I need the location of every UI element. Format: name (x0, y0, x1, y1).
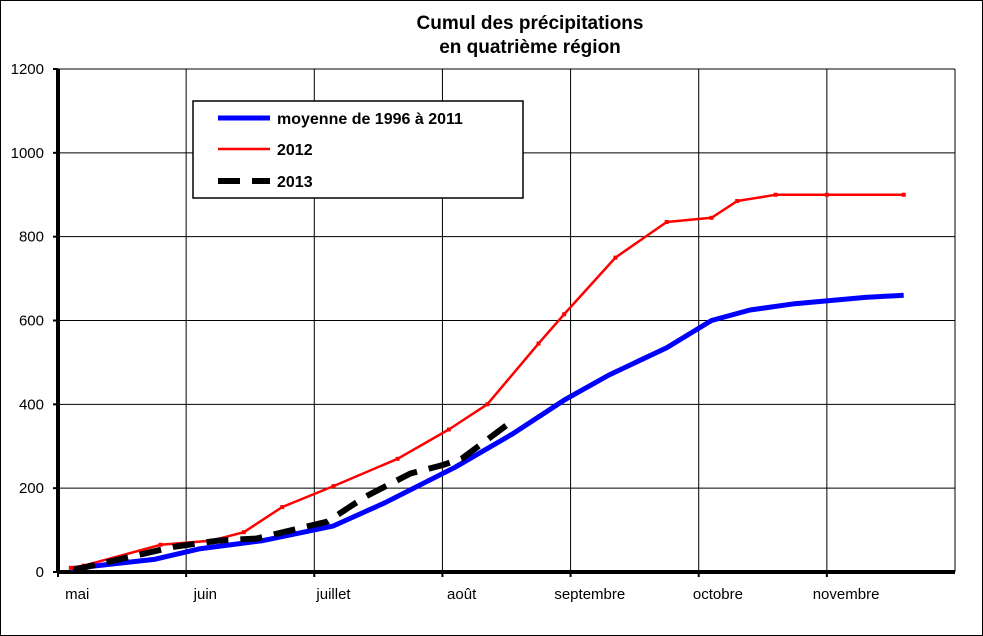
series-1-point-0 (68, 565, 73, 570)
series-1-point-4 (241, 530, 246, 535)
tick-label-y-0: 0 (36, 564, 44, 581)
series-1-point-9 (485, 402, 490, 407)
series-line-0 (70, 292, 904, 572)
tick-label-y-200: 200 (19, 480, 44, 497)
tick-label-y-600: 600 (19, 313, 44, 330)
legend: moyenne de 1996 à 2011 2012 2013 (192, 100, 524, 199)
series-1-point-10 (536, 341, 541, 346)
tick-label-x-novembre: novembre (813, 586, 880, 603)
tick-label-x-octobre: octobre (693, 586, 743, 603)
legend-label-2012: 2012 (277, 142, 313, 159)
series-1-point-2 (158, 542, 163, 547)
tick-label-x-août: août (447, 586, 477, 603)
series-line-1 (70, 193, 904, 570)
tick-label-x-juillet: juillet (315, 586, 351, 603)
tick-label-x-juin: juin (193, 586, 217, 603)
chart-title-line-1: Cumul des précipitations (417, 13, 644, 34)
series-1-point-14 (709, 215, 714, 220)
tick-label-y-1000: 1000 (11, 145, 44, 162)
series-1-point-16 (773, 192, 778, 197)
series-1-point-12 (613, 255, 618, 260)
series-1-point-13 (664, 219, 669, 224)
tick-label-x-mai: mai (65, 586, 89, 603)
series-1-point-6 (331, 484, 336, 489)
legend-label-2013: 2013 (277, 174, 313, 191)
series-line-2 (72, 422, 509, 573)
tick-label-y-1200: 1200 (11, 61, 44, 78)
tick-label-x-septembre: septembre (554, 586, 625, 603)
tick-label-y-400: 400 (19, 396, 44, 413)
series-1-point-5 (280, 505, 285, 510)
series-1-point-8 (446, 427, 451, 432)
legend-label-moyenne: moyenne de 1996 à 2011 (277, 111, 463, 128)
tick-labels: 0 200 400 600 800 1000 1200 mai juin juillet août s… (11, 61, 880, 603)
series-lines (68, 192, 906, 573)
axes (53, 68, 955, 577)
series-1-point-11 (562, 312, 567, 317)
series-1-point-7 (395, 456, 400, 461)
series-1-point-15 (735, 199, 740, 204)
series-1-point-18 (901, 192, 906, 197)
series-1-point-17 (824, 192, 829, 197)
chart-title-line-2: en quatrième région (439, 37, 621, 58)
tick-label-y-800: 800 (19, 229, 44, 246)
